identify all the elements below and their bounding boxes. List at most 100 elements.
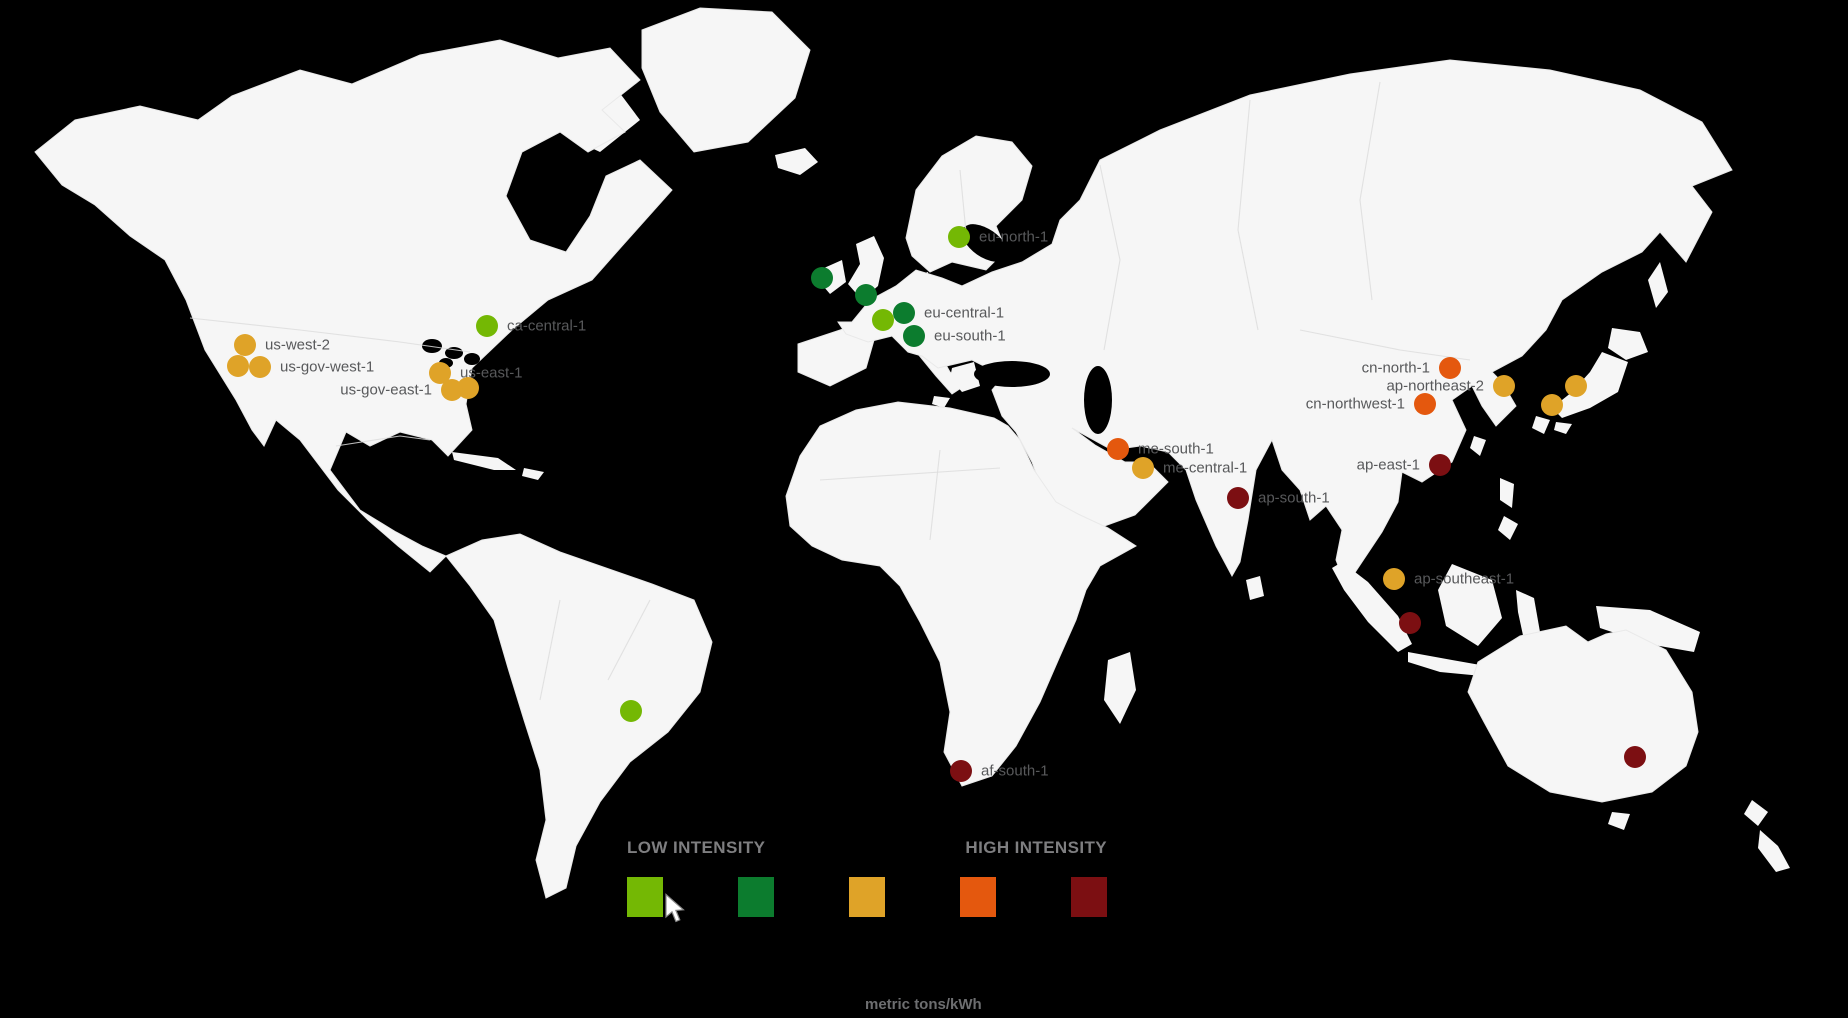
legend-high-intensity-label: HIGH INTENSITY	[965, 838, 1107, 857]
land-hokkaido	[1608, 328, 1648, 360]
land-tasmania	[1608, 812, 1630, 830]
region-marker-us-gov-west-1[interactable]: us-gov-west-1	[249, 356, 374, 378]
region-dot-af-south-1[interactable]	[950, 760, 972, 782]
region-dot-me-south-1[interactable]	[1107, 438, 1129, 460]
region-marker-us-gov-east-1[interactable]: us-gov-east-1	[340, 379, 463, 401]
legend-swatches	[627, 877, 1107, 917]
region-marker-ap-southeast-2[interactable]	[1624, 746, 1646, 768]
region-dot-cn-northwest-1[interactable]	[1414, 393, 1436, 415]
legend-low-intensity-label: LOW INTENSITY	[627, 838, 766, 857]
region-dot-eu-west-1[interactable]	[811, 267, 833, 289]
land-sri-lanka	[1246, 576, 1264, 600]
region-dot-ap-northeast-1[interactable]	[1565, 375, 1587, 397]
land-java	[1408, 652, 1486, 676]
region-dot-ap-southeast-1[interactable]	[1383, 568, 1405, 590]
region-dot-us-west-2[interactable]	[234, 334, 256, 356]
land-sakhalin	[1648, 262, 1668, 308]
region-marker-us-east-2[interactable]	[457, 377, 479, 399]
region-label-eu-south-1: eu-south-1	[934, 327, 1006, 345]
region-label-us-east-1: us-east-1	[460, 364, 523, 382]
region-dot-ca-central-1[interactable]	[476, 315, 498, 337]
region-label-us-gov-east-1: us-gov-east-1	[340, 381, 432, 399]
legend-swatch-level-2[interactable]	[738, 877, 774, 917]
region-label-ap-northeast-2: ap-northeast-2	[1386, 377, 1484, 395]
region-label-ca-central-1: ca-central-1	[507, 317, 587, 335]
country-border	[1299, 329, 1471, 361]
region-dot-ap-south-1[interactable]	[1227, 487, 1249, 509]
land-sicily	[932, 396, 950, 408]
land-sumatra	[1332, 562, 1412, 652]
region-marker-us-east-1[interactable]: us-east-1	[429, 362, 523, 384]
region-dot-us-west-1[interactable]	[227, 355, 249, 377]
region-dot-us-gov-east-1[interactable]	[441, 379, 463, 401]
region-dot-eu-west-3[interactable]	[872, 309, 894, 331]
land-scandinavia	[905, 135, 1033, 273]
region-marker-ap-southeast-1[interactable]: ap-southeast-1	[1383, 568, 1514, 590]
region-dot-me-central-1[interactable]	[1132, 457, 1154, 479]
caspian-sea	[1084, 366, 1112, 434]
country-border	[607, 599, 651, 681]
land-south-america	[445, 533, 713, 899]
region-marker-ap-northeast-2[interactable]: ap-northeast-2	[1386, 375, 1515, 397]
region-dot-us-east-1[interactable]	[429, 362, 451, 384]
region-marker-eu-west-3[interactable]	[872, 309, 894, 331]
region-dot-ap-northeast-3[interactable]	[1541, 394, 1563, 416]
region-marker-sa-east-1[interactable]	[620, 700, 642, 722]
region-dot-ap-east-1[interactable]	[1429, 454, 1451, 476]
region-dot-eu-central-1[interactable]	[893, 302, 915, 324]
region-label-ap-east-1: ap-east-1	[1356, 456, 1420, 474]
region-marker-us-west-1[interactable]	[227, 355, 249, 377]
region-label-me-south-1: me-south-1	[1138, 440, 1214, 458]
region-dot-us-gov-west-1[interactable]	[249, 356, 271, 378]
legend-swatch-level-4[interactable]	[960, 877, 996, 917]
region-marker-ap-southeast-3[interactable]	[1399, 612, 1421, 634]
land-hispaniola	[522, 468, 544, 480]
legend-swatch-level-5-highest[interactable]	[1071, 877, 1107, 917]
region-marker-ap-northeast-1[interactable]	[1565, 375, 1587, 397]
region-marker-eu-west-1[interactable]	[811, 267, 833, 289]
region-marker-eu-south-1[interactable]: eu-south-1	[903, 325, 1006, 347]
region-marker-us-west-2[interactable]: us-west-2	[234, 334, 330, 356]
region-label-ap-south-1: ap-south-1	[1258, 489, 1330, 507]
black-sea	[974, 361, 1050, 387]
region-dot-us-east-2[interactable]	[457, 377, 479, 399]
land-kyushu	[1532, 416, 1550, 434]
region-dot-ap-southeast-2[interactable]	[1624, 746, 1646, 768]
region-dot-eu-south-1[interactable]	[903, 325, 925, 347]
land-great-britain	[848, 236, 884, 300]
legend-swatch-level-3[interactable]	[849, 877, 885, 917]
region-label-cn-north-1: cn-north-1	[1361, 359, 1430, 377]
region-label-me-central-1: me-central-1	[1163, 459, 1248, 477]
region-dot-ap-southeast-3[interactable]	[1399, 612, 1421, 634]
land-australia	[1467, 625, 1699, 803]
legend-swatch-level-1-lowest[interactable]	[627, 877, 663, 917]
region-marker-eu-west-2[interactable]	[855, 284, 877, 306]
region-marker-eu-north-1[interactable]: eu-north-1	[948, 226, 1048, 248]
region-label-eu-north-1: eu-north-1	[979, 228, 1049, 246]
land-madagascar	[1104, 652, 1136, 724]
region-marker-ap-northeast-3[interactable]	[1541, 394, 1563, 416]
region-dot-ap-northeast-2[interactable]	[1493, 375, 1515, 397]
region-label-cn-northwest-1: cn-northwest-1	[1305, 395, 1405, 413]
region-marker-af-south-1[interactable]: af-south-1	[950, 760, 1049, 782]
region-marker-me-south-1[interactable]: me-south-1	[1107, 438, 1214, 460]
region-marker-cn-north-1[interactable]: cn-north-1	[1362, 357, 1461, 379]
region-dot-eu-north-1[interactable]	[948, 226, 970, 248]
country-border	[1359, 81, 1381, 301]
country-border	[539, 599, 561, 701]
land-north-america	[34, 39, 673, 573]
region-marker-ap-south-1[interactable]: ap-south-1	[1227, 487, 1330, 509]
region-label-eu-central-1: eu-central-1	[924, 304, 1005, 322]
region-dot-cn-north-1[interactable]	[1439, 357, 1461, 379]
region-marker-me-central-1[interactable]: me-central-1	[1132, 457, 1247, 479]
region-dot-sa-east-1[interactable]	[620, 700, 642, 722]
region-marker-cn-northwest-1[interactable]: cn-northwest-1	[1306, 393, 1436, 415]
region-marker-ap-east-1[interactable]: ap-east-1	[1357, 454, 1451, 476]
country-border	[189, 317, 471, 353]
country-border	[929, 449, 941, 541]
region-marker-ca-central-1[interactable]: ca-central-1	[476, 315, 586, 337]
region-dot-eu-west-2[interactable]	[855, 284, 877, 306]
region-marker-eu-central-1[interactable]: eu-central-1	[893, 302, 1004, 324]
